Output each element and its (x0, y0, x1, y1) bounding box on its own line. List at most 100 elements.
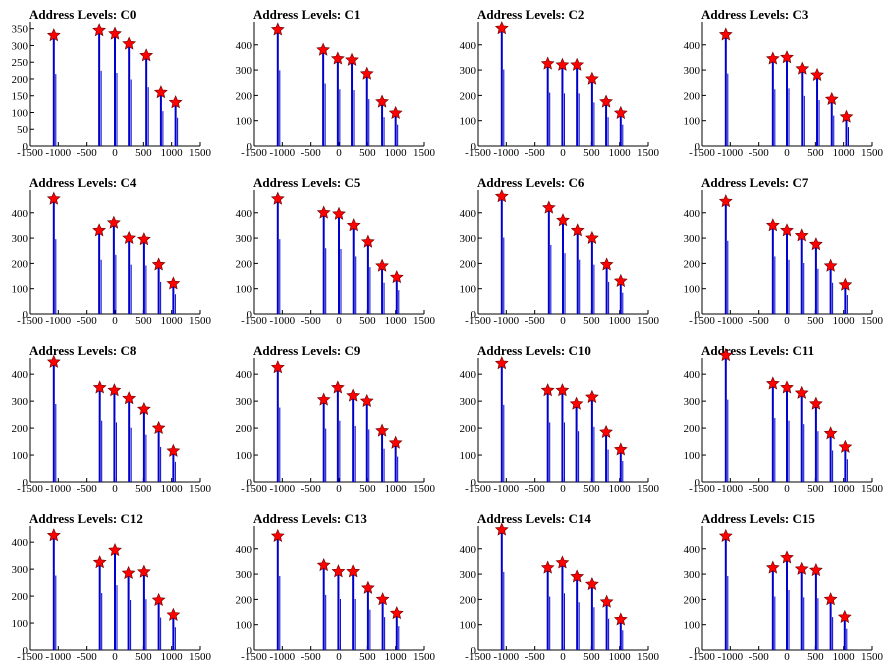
data-point-marker (107, 383, 122, 397)
data-point-marker (541, 200, 556, 214)
x-tick-label: -1500 (689, 315, 715, 327)
data-point-marker (375, 423, 389, 437)
chart-panel: Address Levels: C10 0 100 200 300 400 -1500 -10… (448, 336, 672, 504)
x-tick-label: 0 (336, 315, 342, 327)
x-tick-label: 500 (359, 315, 376, 327)
y-tick-label: 200 (460, 258, 477, 270)
y-tick-label: 0 (471, 141, 477, 153)
y-tick-label: 400 (684, 369, 701, 381)
data-point-marker (540, 383, 555, 397)
x-tick-label: 1000 (161, 147, 184, 159)
data-point-marker (780, 50, 794, 64)
data-point-marker (824, 91, 839, 106)
x-tick-label: -1000 (269, 147, 295, 159)
data-point-marker (494, 356, 509, 370)
x-tick-label: -1500 (689, 483, 715, 495)
data-point-marker (556, 213, 570, 227)
x-tick-label: 1000 (833, 483, 856, 495)
data-point-marker (375, 592, 390, 606)
y-tick-label: 300 (12, 564, 29, 576)
data-point-marker (494, 189, 509, 203)
y-tick-label: 0 (695, 477, 701, 489)
x-tick-label: -1000 (717, 147, 743, 159)
x-tick-label: 500 (583, 315, 600, 327)
data-point-marker (121, 565, 136, 580)
y-tick-label: 0 (471, 477, 477, 489)
x-tick-label: 0 (560, 651, 566, 663)
y-tick-label: 0 (247, 309, 253, 321)
y-tick-label: 100 (460, 450, 477, 462)
data-point-marker (569, 396, 584, 410)
x-tick-label: -1000 (493, 315, 519, 327)
x-tick-label: -500 (749, 651, 770, 663)
data-point-marker (765, 51, 780, 65)
chart-title: Address Levels: C3 (701, 7, 809, 22)
data-point-marker (46, 191, 61, 205)
y-tick-label: 100 (236, 116, 253, 128)
x-tick-label: -1000 (717, 651, 743, 663)
x-tick-label: 1000 (609, 483, 632, 495)
chart-panel: Address Levels: C5 0 100 200 300 400 -1500 -100… (224, 168, 448, 336)
x-tick-label: 500 (359, 147, 376, 159)
y-tick-label: 0 (695, 141, 701, 153)
data-point-marker (795, 61, 810, 75)
data-point-marker (599, 257, 614, 271)
chart-svg: 0 100 200 300 400 -1500 -1000 -500 0 500 1000 1500 (684, 190, 884, 327)
data-point-marker (270, 360, 285, 374)
data-point-marker (270, 22, 285, 36)
data-point-marker (585, 71, 599, 85)
data-point-marker (555, 57, 570, 71)
y-tick-label: 100 (460, 284, 477, 296)
data-point-marker (151, 592, 166, 607)
y-tick-label: 0 (23, 141, 29, 153)
chart-panel: Address Levels: C15 0 100 200 300 400 -1500 -10… (672, 504, 896, 672)
y-tick-label: 300 (236, 65, 253, 77)
y-tick-label: 300 (236, 396, 253, 408)
y-tick-label: 200 (460, 90, 477, 102)
data-point-marker (346, 388, 361, 402)
data-point-marker (46, 528, 61, 542)
data-point-marker (330, 51, 345, 65)
x-tick-label: 1500 (413, 147, 436, 159)
data-point-marker (316, 392, 331, 406)
data-point-marker (375, 258, 389, 272)
y-tick-label: 0 (23, 309, 29, 321)
chart-svg: 0 100 200 300 400 -1500 -1000 -500 0 500 1000 1500 (684, 348, 884, 495)
data-point-marker (540, 56, 555, 70)
chart-title: Address Levels: C12 (29, 511, 143, 526)
x-tick-label: 500 (583, 651, 600, 663)
data-point-marker (139, 48, 154, 62)
data-point-marker (332, 206, 346, 220)
chart-panel: Address Levels: C2 0 100 200 300 400 -1500 -100… (448, 0, 672, 168)
chart-title: Address Levels: C1 (253, 7, 361, 22)
chart-panel: Address Levels: C8 0 100 200 300 400 -1500 -100… (0, 336, 224, 504)
x-tick-label: 1000 (609, 147, 632, 159)
chart-title: Address Levels: C2 (477, 7, 585, 22)
y-tick-label: 200 (12, 591, 29, 603)
data-point-marker (613, 612, 628, 626)
x-tick-label: -1500 (241, 315, 267, 327)
y-tick-label: 200 (236, 594, 253, 606)
data-point-marker (838, 277, 853, 291)
x-tick-label: -1500 (689, 651, 715, 663)
data-point-marker (137, 232, 151, 246)
y-tick-label: 200 (684, 594, 701, 606)
x-tick-label: 0 (784, 483, 790, 495)
data-point-marker (388, 105, 403, 119)
x-tick-label: -500 (77, 315, 98, 327)
x-tick-label: -1500 (17, 147, 43, 159)
chart-title: Address Levels: C9 (253, 343, 361, 358)
x-tick-label: 1500 (861, 651, 884, 663)
chart-svg: 0 100 200 300 400 -1500 -1000 -500 0 500 1000 1500 (12, 526, 212, 663)
chart-panel: Address Levels: C12 0 100 200 300 400 -1500 -10… (0, 504, 224, 672)
y-tick-label: 300 (684, 396, 701, 408)
x-tick-label: -500 (77, 651, 98, 663)
x-tick-label: 0 (784, 651, 790, 663)
y-tick-label: 100 (12, 618, 29, 630)
y-tick-label: 400 (12, 537, 29, 549)
x-tick-label: -1000 (717, 315, 743, 327)
chart-svg: 0 100 200 300 400 -1500 -1000 -500 0 500 1000 1500 (684, 526, 884, 663)
y-tick-label: 200 (236, 90, 253, 102)
x-tick-label: -1500 (17, 315, 43, 327)
y-tick-label: 300 (460, 65, 477, 77)
